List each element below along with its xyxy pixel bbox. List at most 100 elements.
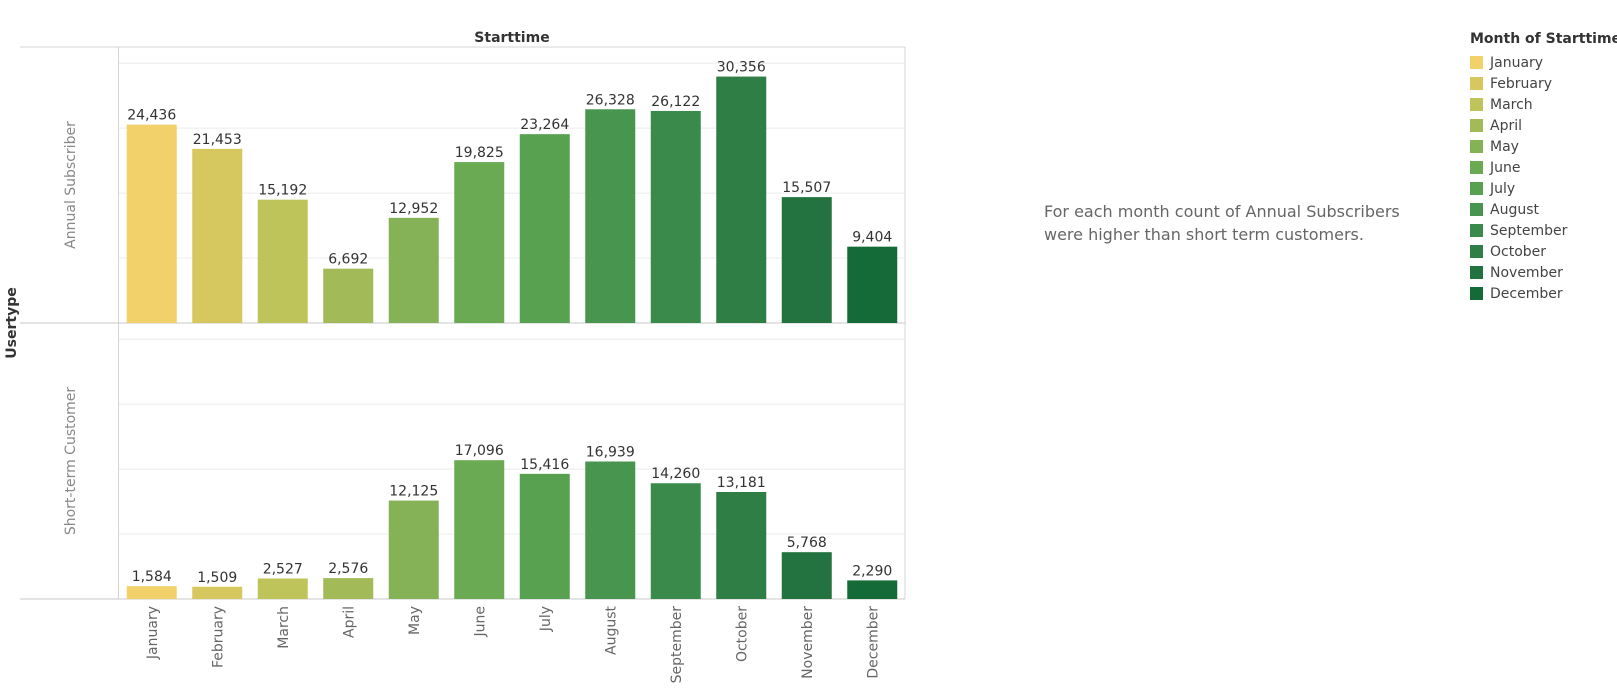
annotation-line-1: For each month count of Annual Subscribe… (1044, 202, 1400, 221)
annotation-text: For each month count of Annual Subscribe… (1044, 200, 1424, 246)
data-label: 6,692 (328, 252, 368, 268)
legend-label: February (1490, 75, 1553, 92)
legend-item: November (1470, 262, 1617, 283)
data-label: 2,576 (328, 561, 368, 577)
legend-item: May (1470, 136, 1617, 157)
legend: Month of Starttime January February March A… (1470, 31, 1617, 304)
bar (716, 76, 767, 323)
legend-swatch (1470, 245, 1483, 258)
legend-label: December (1490, 285, 1563, 302)
x-tick-label: November (800, 606, 816, 679)
legend-item: September (1470, 220, 1617, 241)
data-label: 2,290 (852, 563, 892, 579)
legend-swatch (1470, 77, 1483, 90)
data-label: 15,192 (258, 183, 307, 199)
x-tick-label: August (603, 605, 619, 655)
legend-item: December (1470, 283, 1617, 304)
bar (126, 586, 177, 599)
legend-swatch (1470, 287, 1483, 300)
legend-label: June (1490, 159, 1521, 176)
legend-swatch (1470, 203, 1483, 216)
bar (126, 124, 177, 323)
legend-label: March (1490, 96, 1533, 113)
data-label: 23,264 (520, 117, 569, 133)
legend-label: May (1490, 138, 1519, 155)
bar (454, 460, 505, 599)
column-header: Starttime (474, 30, 549, 46)
data-label: 26,328 (586, 92, 635, 108)
legend-item: July (1470, 178, 1617, 199)
data-label: 2,527 (263, 561, 303, 577)
legend-label: November (1490, 264, 1563, 281)
legend-label: August (1490, 201, 1539, 218)
data-label: 19,825 (455, 145, 504, 161)
bar (454, 162, 505, 323)
legend-item: April (1470, 115, 1617, 136)
legend-item: January (1470, 52, 1617, 73)
x-tick-label: October (734, 606, 750, 662)
legend-swatch (1470, 182, 1483, 195)
data-label: 15,416 (520, 457, 569, 473)
x-axis: January February March April May June July Augu… (145, 605, 882, 683)
x-tick-label: March (276, 606, 292, 649)
legend-label: July (1490, 180, 1516, 197)
legend-label: October (1490, 243, 1547, 260)
bar (388, 217, 439, 323)
data-label: 13,181 (717, 475, 766, 491)
bar (847, 246, 898, 323)
data-label: 12,125 (389, 484, 438, 500)
x-tick-label: April (341, 606, 357, 638)
data-label: 1,509 (197, 570, 237, 586)
x-tick-label: May (407, 606, 423, 635)
data-label: 9,404 (852, 230, 892, 246)
bar (519, 134, 570, 323)
legend-swatch (1470, 140, 1483, 153)
bar (585, 461, 636, 599)
panel-label: Short-term Customer (63, 387, 79, 536)
bars (126, 76, 898, 599)
bar (257, 578, 308, 599)
bar (323, 268, 374, 323)
x-tick-label: December (865, 606, 881, 679)
bar (257, 199, 308, 323)
legend-item: March (1470, 94, 1617, 115)
legend-item: February (1470, 73, 1617, 94)
bar (388, 500, 439, 599)
legend-swatch (1470, 224, 1483, 237)
data-label: 12,952 (389, 201, 438, 217)
data-label: 1,584 (132, 569, 172, 585)
bar (192, 148, 243, 323)
bar (192, 586, 243, 599)
gridlines (119, 62, 905, 535)
x-tick-label: July (538, 606, 554, 632)
legend-item: August (1470, 199, 1617, 220)
bar (519, 473, 570, 599)
x-tick-label: June (472, 606, 488, 638)
legend-swatch (1470, 161, 1483, 174)
bar (650, 483, 701, 599)
bar (650, 110, 701, 323)
legend-swatch (1470, 98, 1483, 111)
data-label: 24,436 (127, 108, 176, 124)
bar (781, 552, 832, 599)
bar (585, 109, 636, 323)
x-tick-label: February (210, 606, 226, 668)
panel-label: Annual Subscriber (63, 121, 79, 249)
legend-items: January February March April May June July Augu… (1470, 52, 1617, 304)
legend-label: January (1490, 54, 1544, 71)
legend-label: April (1490, 117, 1522, 134)
bar (716, 492, 767, 599)
legend-swatch (1470, 119, 1483, 132)
data-label: 5,768 (787, 535, 827, 551)
bar (847, 580, 898, 599)
data-label: 21,453 (193, 132, 242, 148)
data-label: 14,260 (651, 466, 700, 482)
data-label: 17,096 (455, 443, 504, 459)
data-label: 15,507 (782, 180, 831, 196)
data-labels: 24,436 21,453 15,192 6,692 12,952 19,825 23,26… (127, 60, 892, 586)
data-label: 16,939 (586, 444, 635, 460)
legend-swatch (1470, 266, 1483, 279)
legend-title: Month of Starttime (1470, 31, 1617, 47)
legend-swatch (1470, 56, 1483, 69)
legend-item: October (1470, 241, 1617, 262)
